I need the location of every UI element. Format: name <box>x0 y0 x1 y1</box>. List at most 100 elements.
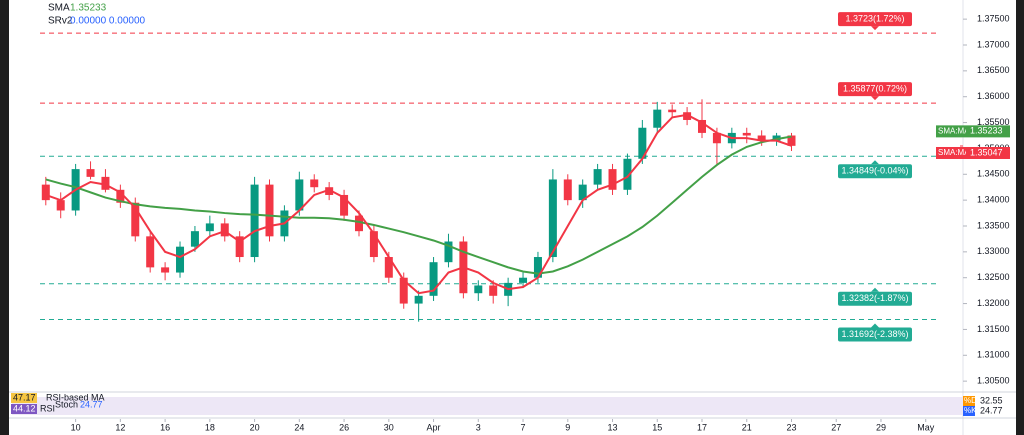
price-tag-value: 1.35047 <box>970 147 1003 157</box>
candle-body <box>474 285 483 294</box>
candle-body <box>593 169 602 185</box>
level-tag <box>838 327 912 342</box>
candle-body <box>384 257 393 278</box>
candle-body <box>444 241 453 263</box>
candle-body <box>41 184 50 201</box>
y-tick-label: 1.36500 <box>977 65 1010 75</box>
x-tick-label: May <box>917 422 935 432</box>
price-tag-name-box <box>936 125 966 138</box>
candle-body <box>489 285 498 296</box>
candle-body <box>608 169 617 190</box>
candle-body <box>772 135 781 141</box>
candle-body <box>698 119 707 133</box>
d-label: %D <box>964 396 977 405</box>
level-arrow <box>871 323 879 328</box>
candle-body <box>399 277 408 304</box>
level-label: 1.3723(1.72%) <box>845 13 904 23</box>
x-tick-label: 29 <box>876 422 886 432</box>
x-tick-label: 20 <box>250 422 260 432</box>
oscillator-band <box>12 397 963 415</box>
k-label: %K <box>964 406 977 415</box>
level-label: 1.34849(-0.04%) <box>841 166 908 176</box>
x-tick-label: 13 <box>608 422 618 432</box>
candle-body <box>683 112 692 120</box>
rsi-ma-box <box>11 393 37 403</box>
y-tick-label: 1.33000 <box>977 246 1010 256</box>
x-tick-label: 9 <box>565 422 570 432</box>
y-tick-label: 1.36000 <box>977 91 1010 101</box>
left-frame <box>0 0 9 435</box>
srv-values: 0.00000 0.00000 <box>70 16 146 27</box>
y-tick-label: 1.31500 <box>977 324 1010 334</box>
y-tick-label: 1.32500 <box>977 272 1010 282</box>
candle-body <box>563 179 572 201</box>
candle-body <box>325 187 334 195</box>
candle-body <box>176 246 185 273</box>
d-value: 32.55 <box>980 395 1003 405</box>
candle-body <box>653 109 662 128</box>
y-tick-label: 1.33500 <box>977 220 1010 230</box>
d-box <box>963 396 975 406</box>
candle-body <box>414 295 423 304</box>
candle-body <box>787 135 796 146</box>
x-tick-label: Apr <box>427 422 441 432</box>
level-label: 1.31692(-2.38%) <box>841 329 908 339</box>
y-tick-label: 1.34000 <box>977 195 1010 205</box>
level-tag <box>838 82 912 97</box>
rsi-ma-value: 47.17 <box>13 392 36 402</box>
rsi-box <box>11 404 37 414</box>
stoch-label: Stoch <box>55 399 78 409</box>
candle-body <box>354 215 363 232</box>
x-tick-label: 3 <box>476 422 481 432</box>
candle-body <box>742 132 751 136</box>
y-tick-label: 1.34500 <box>977 169 1010 179</box>
candle-body <box>638 127 647 159</box>
level-tag <box>838 291 912 306</box>
candle-body <box>757 135 766 141</box>
level-tag <box>838 164 912 179</box>
x-tick-label: 21 <box>742 422 752 432</box>
level-arrow <box>871 96 879 101</box>
candle-body <box>519 277 528 283</box>
candle-body <box>56 200 65 211</box>
y-tick-label: 1.30500 <box>977 376 1010 386</box>
candle-body <box>369 231 378 258</box>
candle-body <box>101 176 110 190</box>
candle-body <box>220 223 229 237</box>
x-tick-label: 24 <box>294 422 304 432</box>
sma-value: 1.35233 <box>70 3 107 14</box>
candle-body <box>205 223 214 232</box>
price-tag-value: 1.35233 <box>970 126 1003 136</box>
x-tick-label: 26 <box>339 422 349 432</box>
level-arrow <box>871 160 879 165</box>
sma-line <box>45 113 792 295</box>
candle-body <box>131 202 140 237</box>
candle-body <box>295 179 304 211</box>
price-tag-box <box>966 146 1010 159</box>
x-tick-label: 12 <box>115 422 125 432</box>
rsi-ma-label: RSI-based MA <box>46 392 105 402</box>
candle-body <box>712 132 721 144</box>
x-tick-label: 7 <box>521 422 526 432</box>
candle-body <box>548 179 557 258</box>
candle-body <box>161 267 170 273</box>
candle-body <box>340 194 349 216</box>
candle-body <box>235 236 244 258</box>
x-tick-label: 16 <box>160 422 170 432</box>
k-value: 24.77 <box>980 405 1003 415</box>
x-tick-label: 23 <box>786 422 796 432</box>
candle-body <box>116 189 125 203</box>
price-tag-box <box>966 125 1010 138</box>
k-box <box>963 406 975 416</box>
candle-body <box>190 231 199 247</box>
candle-body <box>310 179 319 188</box>
rsi-value: 44.12 <box>13 403 36 413</box>
price-tag-name: SMA:MA <box>938 148 970 157</box>
stoch-value: 24.77 <box>80 399 103 409</box>
level-label: 1.32382(-1.87%) <box>841 293 908 303</box>
level-label: 1.35877(0.72%) <box>843 83 907 93</box>
level-arrow <box>871 26 879 31</box>
x-tick-label: 15 <box>652 422 662 432</box>
